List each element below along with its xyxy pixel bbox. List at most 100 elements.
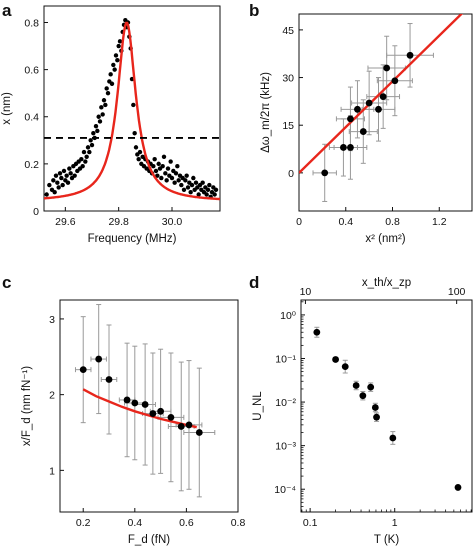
x-tick-label: 0.8 (231, 517, 246, 529)
data-point (133, 145, 139, 150)
data-point (157, 407, 165, 415)
x-tick-label: 30.0 (162, 216, 183, 228)
data-point (160, 164, 165, 169)
data-point (116, 43, 121, 49)
data-point (179, 182, 184, 188)
data-point (141, 401, 149, 408)
data-point (212, 192, 217, 197)
data-point (367, 383, 375, 391)
data-point (59, 175, 64, 181)
data-point (347, 115, 354, 123)
data-point (55, 180, 60, 185)
data-point (104, 86, 109, 91)
data-point (80, 164, 85, 169)
data-point (373, 413, 380, 421)
x-tick-label: 0.4 (128, 517, 143, 529)
data-point (88, 138, 93, 143)
x-axis-label: F_d (fN) (128, 534, 170, 546)
data-point (131, 102, 136, 108)
top-x-tick-label: 100 (448, 286, 466, 298)
top-x-tick-label: 10 (300, 286, 312, 298)
data-point (97, 119, 103, 124)
x-tick-label: 29.8 (108, 216, 129, 228)
data-point (79, 156, 84, 162)
x-tick-label: 0.6 (179, 517, 194, 529)
data-point (123, 396, 131, 404)
data-point (81, 149, 87, 155)
y-tick-label: 10⁻¹ (275, 353, 296, 365)
data-point (44, 192, 49, 197)
x-axis-label: Frequency (MHz) (88, 233, 177, 245)
data-point (136, 156, 141, 162)
data-point (47, 182, 52, 188)
data-point (354, 105, 361, 113)
data-point (108, 72, 113, 77)
data-point (52, 189, 57, 195)
chart-c: 0.2 0.4 0.6 0.8 1 2 3 F_d (fN) x/F_d (nm fN⁻¹) (21, 299, 246, 546)
data-point (391, 77, 399, 85)
data-point (95, 355, 103, 363)
data-point (359, 128, 367, 135)
data-point (169, 175, 175, 181)
data-point (159, 175, 164, 181)
data-point (176, 178, 181, 183)
y-tick-label: 0.2 (24, 159, 39, 171)
data-point (163, 171, 168, 176)
y-axis-label: x (nm) (1, 92, 13, 125)
data-point (200, 180, 205, 185)
data-point (100, 112, 105, 117)
data-point (60, 182, 65, 188)
data-point (193, 180, 199, 185)
data-point (72, 173, 77, 178)
x-tick-label: 1.2 (432, 216, 447, 228)
data-point (91, 131, 96, 136)
data-point (313, 328, 321, 336)
data-point (172, 180, 177, 185)
data-point (155, 173, 160, 178)
y-tick-label: 2 (49, 390, 55, 402)
data-point (352, 382, 360, 389)
data-point (152, 156, 157, 162)
y-tick-label: 0 (33, 206, 39, 218)
x-axis-label: x² (nm²) (365, 233, 405, 245)
y-tick-label: 1 (49, 465, 55, 477)
plot-area (299, 14, 464, 202)
data-point (51, 178, 56, 183)
data-point (341, 363, 349, 371)
plot-frame (300, 299, 473, 513)
data-point (389, 434, 397, 442)
data-point (332, 356, 339, 363)
fit-curve (82, 388, 197, 429)
panel-label-c: c (2, 273, 11, 292)
x-tick-label: 0.1 (303, 517, 318, 529)
data-point (85, 145, 91, 150)
data-point (99, 105, 104, 110)
data-point (454, 484, 462, 491)
y-tick-label: 0.6 (24, 65, 39, 77)
data-point (168, 159, 173, 164)
y-axis-label: x/F_d (nm fN⁻¹) (21, 366, 33, 446)
data-point (112, 67, 117, 72)
data-point (183, 178, 188, 183)
data-point (207, 182, 212, 188)
data-point (375, 105, 382, 113)
data-point (185, 421, 193, 429)
x-tick-label: 1 (392, 517, 398, 529)
y-axis-label: U_NL (252, 391, 264, 421)
x-tick-label: 0.4 (338, 216, 353, 228)
data-point (56, 185, 61, 190)
data-point (175, 164, 180, 169)
x-tick-label: 0.2 (76, 517, 91, 529)
data-point (137, 149, 143, 155)
data-point (177, 423, 185, 430)
data-point (189, 182, 195, 188)
data-point (89, 142, 95, 148)
lorentzian-fit-line (44, 21, 220, 201)
data-point (164, 178, 169, 183)
chart-a: 29.6 29.8 30.0 0 0.2 0.4 0.6 0.8 Frequency (MHz)… (1, 5, 221, 245)
y-tick-label: 0 (288, 168, 294, 180)
data-point (205, 187, 211, 192)
data-point (347, 144, 354, 151)
